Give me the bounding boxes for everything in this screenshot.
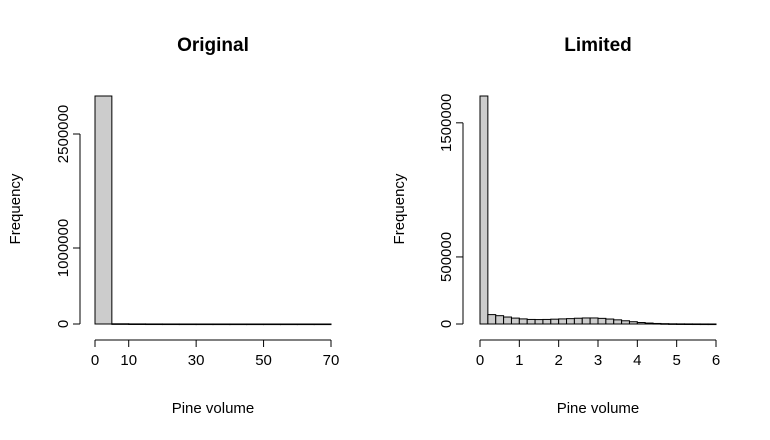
y-axis-label: Frequency <box>7 173 24 244</box>
histogram-bar <box>526 318 536 325</box>
histogram-bars <box>94 95 332 326</box>
x-tick-label: 50 <box>255 352 272 369</box>
histogram-bar <box>581 317 591 325</box>
y-axis: 0 500000 1500000 <box>438 94 464 328</box>
y-tick-label: 500000 <box>438 232 455 282</box>
histogram-bar <box>684 323 693 326</box>
histogram-bar <box>195 323 214 326</box>
histogram-bar <box>145 323 163 326</box>
x-tick-label: 4 <box>633 352 641 369</box>
chart-title: Limited <box>564 35 632 56</box>
histogram-bar <box>566 318 575 325</box>
histogram-bar <box>296 323 315 326</box>
histogram-bar <box>589 317 599 325</box>
panel-original: Original Pine volume Frequency 0 10 30 50 70… <box>7 35 339 417</box>
histogram-bar <box>707 323 717 326</box>
histogram-bars <box>479 95 717 326</box>
histogram-bar <box>495 315 505 325</box>
histogram-bar <box>558 318 568 325</box>
x-axis: 0 1 2 3 4 5 6 <box>476 339 720 369</box>
x-axis-label: Pine volume <box>172 400 255 417</box>
histogram-bar <box>621 320 630 325</box>
y-tick-label: 1000000 <box>55 219 72 277</box>
y-tick-label: 0 <box>438 320 455 328</box>
histogram-bar <box>313 323 332 326</box>
y-tick-label: 0 <box>55 320 72 328</box>
y-tick-label: 2500000 <box>55 105 72 163</box>
histogram-bar <box>229 323 248 326</box>
histogram-bar <box>652 322 662 325</box>
histogram-bar <box>479 95 489 325</box>
histogram-bar <box>178 323 197 326</box>
histogram-bar <box>628 321 638 325</box>
x-tick-label: 3 <box>594 352 602 369</box>
histogram-bar <box>605 318 615 325</box>
histogram-bar <box>542 318 552 325</box>
histogram-bar <box>111 323 130 325</box>
x-tick-label: 30 <box>188 352 205 369</box>
histogram-bar <box>550 318 560 325</box>
histogram-bar <box>597 317 607 325</box>
histogram-bar <box>94 95 113 325</box>
histogram-bar <box>518 318 528 325</box>
x-tick-label: 2 <box>554 352 562 369</box>
histogram-bar <box>487 314 497 325</box>
x-tick-label: 10 <box>120 352 137 369</box>
histogram-bar <box>699 323 709 326</box>
histogram-bar <box>668 323 678 325</box>
histogram-bar <box>613 319 623 325</box>
histogram-bar <box>279 323 298 326</box>
histogram-bar <box>534 319 544 325</box>
histogram-bar <box>510 317 520 325</box>
x-tick-label: 0 <box>91 352 99 369</box>
histogram-bar <box>161 323 180 326</box>
chart-title: Original <box>177 35 249 56</box>
histogram-bar <box>503 316 512 325</box>
histogram-bar <box>644 322 654 325</box>
x-axis: 0 10 30 50 70 <box>91 339 340 369</box>
y-tick-label: 1500000 <box>438 94 455 152</box>
histogram-bar <box>246 323 265 326</box>
histogram-bar <box>263 323 281 326</box>
y-axis: 0 1000000 2500000 <box>55 105 81 328</box>
x-tick-label: 70 <box>323 352 340 369</box>
x-tick-label: 6 <box>712 352 720 369</box>
y-axis-label: Frequency <box>391 173 408 244</box>
histogram-bar <box>660 323 670 325</box>
x-tick-label: 0 <box>476 352 484 369</box>
histogram-bar <box>636 322 646 325</box>
panel-limited: Limited Pine volume Frequency 0 1 2 3 4 5 6 0 5… <box>391 35 720 417</box>
x-tick-label: 5 <box>672 352 680 369</box>
histogram-bar <box>212 323 231 326</box>
histogram-bar <box>691 323 701 326</box>
x-tick-label: 1 <box>515 352 523 369</box>
histogram-bar <box>128 323 147 325</box>
histogram-bar <box>573 317 583 325</box>
x-axis-label: Pine volume <box>557 400 640 417</box>
histogram-bar <box>676 323 686 325</box>
